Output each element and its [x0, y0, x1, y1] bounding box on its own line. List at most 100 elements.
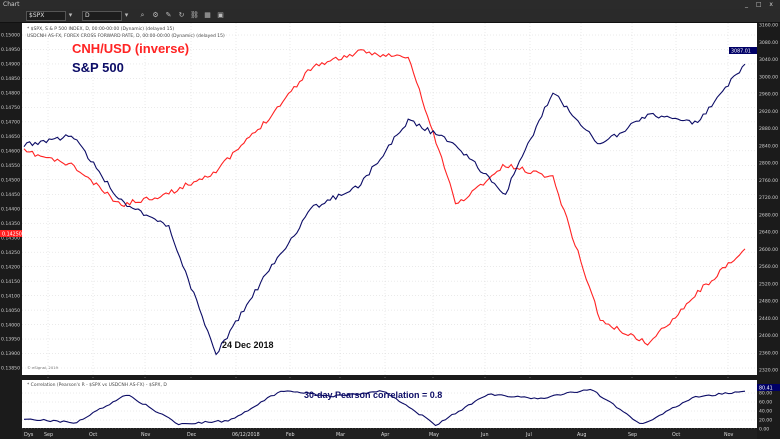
- dropdown-icon[interactable]: ▾: [124, 11, 129, 19]
- correlation-value-tag: 80.41: [757, 384, 780, 392]
- correlation-tick-label: 60.00: [759, 400, 772, 406]
- x-tick-label: Nov: [724, 432, 734, 438]
- right-tick-label: 2520.00: [759, 281, 778, 287]
- spx-price-tag: 3087.01: [729, 47, 757, 55]
- toolbar: $SPX ▾ D ▾ ⌕ ⚙ ✎ ↻ ⛓ ▦ ▣: [0, 9, 780, 23]
- left-tick-label: 0.14250: [1, 250, 20, 256]
- x-tick-label: Mar: [336, 432, 345, 438]
- settings-icon[interactable]: ⚙: [152, 11, 159, 19]
- x-tick-label: Oct: [89, 432, 97, 438]
- right-tick-label: 2960.00: [759, 92, 778, 98]
- link-icon[interactable]: ⛓: [190, 11, 199, 19]
- x-tick-label: Jun: [480, 432, 489, 438]
- left-tick-label: 0.13850: [1, 366, 20, 372]
- left-tick-label: 0.14200: [1, 264, 20, 270]
- right-tick-label: 3160.00: [759, 23, 778, 29]
- x-tick-label: Apr: [381, 432, 389, 438]
- right-tick-label: 3000.00: [759, 74, 778, 80]
- window-title: Chart: [3, 1, 20, 8]
- left-tick-label: 0.14150: [1, 279, 20, 285]
- refresh-icon[interactable]: ↻: [178, 11, 185, 19]
- left-tick-label: 0.14550: [1, 163, 20, 169]
- left-tick-label: 0.14450: [1, 192, 20, 198]
- x-tick-label: May: [429, 432, 439, 438]
- right-tick-label: 2360.00: [759, 350, 778, 356]
- x-axis-unit-label: Dys: [24, 432, 34, 438]
- right-tick-label: 2840.00: [759, 143, 778, 149]
- right-tick-label: 2400.00: [759, 333, 778, 339]
- camera-icon[interactable]: ▣: [217, 11, 224, 19]
- svg-text:0.14250: 0.14250: [2, 232, 22, 238]
- correlation-tick-label: 80.00: [759, 391, 772, 397]
- header-line-2: USDCNH AS-FX, FOREX CROSS FORWARD RATE, …: [27, 33, 225, 39]
- right-tick-label: 2800.00: [759, 161, 778, 167]
- left-tick-label: 0.14100: [1, 293, 20, 299]
- symbol-input[interactable]: $SPX: [26, 11, 66, 21]
- svg-text:80.41: 80.41: [759, 386, 773, 392]
- left-tick-label: 0.14750: [1, 105, 20, 111]
- left-tick-label: 0.15000: [1, 33, 20, 39]
- price-pane: [22, 23, 757, 375]
- right-tick-label: 2480.00: [759, 299, 778, 305]
- legend-cnh-usd: CNH/USD (inverse): [72, 41, 189, 56]
- left-tick-label: 0.14400: [1, 206, 20, 212]
- draw-icon[interactable]: ✎: [165, 11, 172, 19]
- left-tick-label: 0.14900: [1, 62, 20, 68]
- left-tick-label: 0.14500: [1, 177, 20, 183]
- x-tick-label: Feb: [286, 432, 295, 438]
- right-tick-label: 2320.00: [759, 368, 778, 374]
- correlation-tick-label: 40.00: [759, 409, 772, 415]
- left-tick-label: 0.14700: [1, 120, 20, 126]
- grid-icon[interactable]: ▦: [204, 11, 211, 19]
- right-tick-label: 2640.00: [759, 230, 778, 236]
- correlation-tick-label: 20.00: [759, 418, 772, 424]
- x-tick-label: Dec: [187, 432, 197, 438]
- cnh-usd-line: [23, 49, 746, 346]
- x-tick-label: Jul: [525, 432, 532, 438]
- left-tick-label: 0.13900: [1, 351, 20, 357]
- right-tick-label: 2680.00: [759, 212, 778, 218]
- x-tick-label: 06/12/2018: [232, 432, 260, 438]
- left-tick-label: 0.14050: [1, 308, 20, 314]
- header-line-1: * $SPX, S & P 500 INDEX, D, 00:00-00:00 …: [27, 26, 174, 32]
- correlation-tick-label: 0.00: [759, 427, 769, 433]
- x-tick-label: Sep: [44, 432, 53, 438]
- left-tick-label: 0.14850: [1, 76, 20, 82]
- x-axis-bar: [22, 429, 757, 439]
- right-tick-label: 2720.00: [759, 195, 778, 201]
- svg-text:3087.01: 3087.01: [731, 49, 751, 55]
- right-tick-label: 2920.00: [759, 109, 778, 115]
- cnh-price-tag: 0.14250: [0, 230, 22, 238]
- left-tick-label: 0.14350: [1, 221, 20, 227]
- interval-input[interactable]: D: [82, 11, 122, 21]
- left-tick-label: 0.14000: [1, 322, 20, 328]
- left-tick-label: 0.13950: [1, 337, 20, 343]
- window-titlebar: Chart _ □ x: [0, 0, 780, 9]
- correlation-line: [23, 388, 746, 427]
- left-tick-label: 0.14600: [1, 149, 20, 155]
- dropdown-icon[interactable]: ▾: [68, 11, 73, 19]
- left-tick-label: 0.14650: [1, 134, 20, 140]
- x-tick-label: Nov: [141, 432, 151, 438]
- spx-line: [23, 63, 746, 356]
- left-tick-label: 0.14800: [1, 91, 20, 97]
- search-icon[interactable]: ⌕: [140, 11, 145, 19]
- correlation-header: * Correlation (Pearson's R - $SPX vs USD…: [27, 382, 167, 388]
- correlation-title: 30-day Pearson correlation = 0.8: [304, 390, 442, 400]
- right-tick-label: 2560.00: [759, 264, 778, 270]
- x-tick-label: Oct: [672, 432, 680, 438]
- window-controls[interactable]: _ □ x: [744, 1, 776, 8]
- left-tick-label: 0.14950: [1, 47, 20, 53]
- watermark: © eSignal, 2019: [27, 365, 59, 370]
- right-tick-label: 3080.00: [759, 40, 778, 46]
- x-tick-label: Sep: [628, 432, 637, 438]
- low-annotation: 24 Dec 2018: [222, 340, 274, 350]
- right-tick-label: 2440.00: [759, 316, 778, 322]
- right-tick-label: 2600.00: [759, 247, 778, 253]
- legend-spx: S&P 500: [72, 60, 124, 75]
- right-tick-label: 2760.00: [759, 178, 778, 184]
- x-tick-label: Aug: [577, 432, 586, 438]
- right-tick-label: 2880.00: [759, 126, 778, 132]
- left-tick-label: 0.14300: [1, 235, 20, 241]
